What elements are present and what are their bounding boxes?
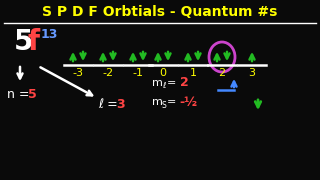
Text: 13: 13: [41, 28, 58, 40]
Text: 2: 2: [219, 68, 226, 78]
Text: ℓ: ℓ: [162, 82, 165, 91]
Text: -2: -2: [102, 68, 114, 78]
Text: -½: -½: [179, 96, 197, 109]
Text: 2: 2: [180, 76, 189, 89]
Text: -1: -1: [132, 68, 143, 78]
Text: ℓ =: ℓ =: [98, 98, 118, 111]
Text: 5: 5: [28, 89, 37, 102]
Text: =: =: [167, 97, 180, 107]
Text: =: =: [167, 78, 180, 88]
Text: 5: 5: [14, 28, 34, 56]
Text: f: f: [28, 28, 40, 56]
Text: 1: 1: [189, 68, 196, 78]
Text: 3: 3: [249, 68, 255, 78]
Text: m: m: [152, 78, 163, 88]
Text: -3: -3: [73, 68, 84, 78]
Text: 0: 0: [159, 68, 166, 78]
Text: m: m: [152, 97, 163, 107]
Text: S P D F Orbtials - Quantum #s: S P D F Orbtials - Quantum #s: [42, 5, 278, 19]
Text: S: S: [162, 100, 167, 109]
Text: 3: 3: [116, 98, 124, 111]
Text: n =: n =: [7, 89, 29, 102]
